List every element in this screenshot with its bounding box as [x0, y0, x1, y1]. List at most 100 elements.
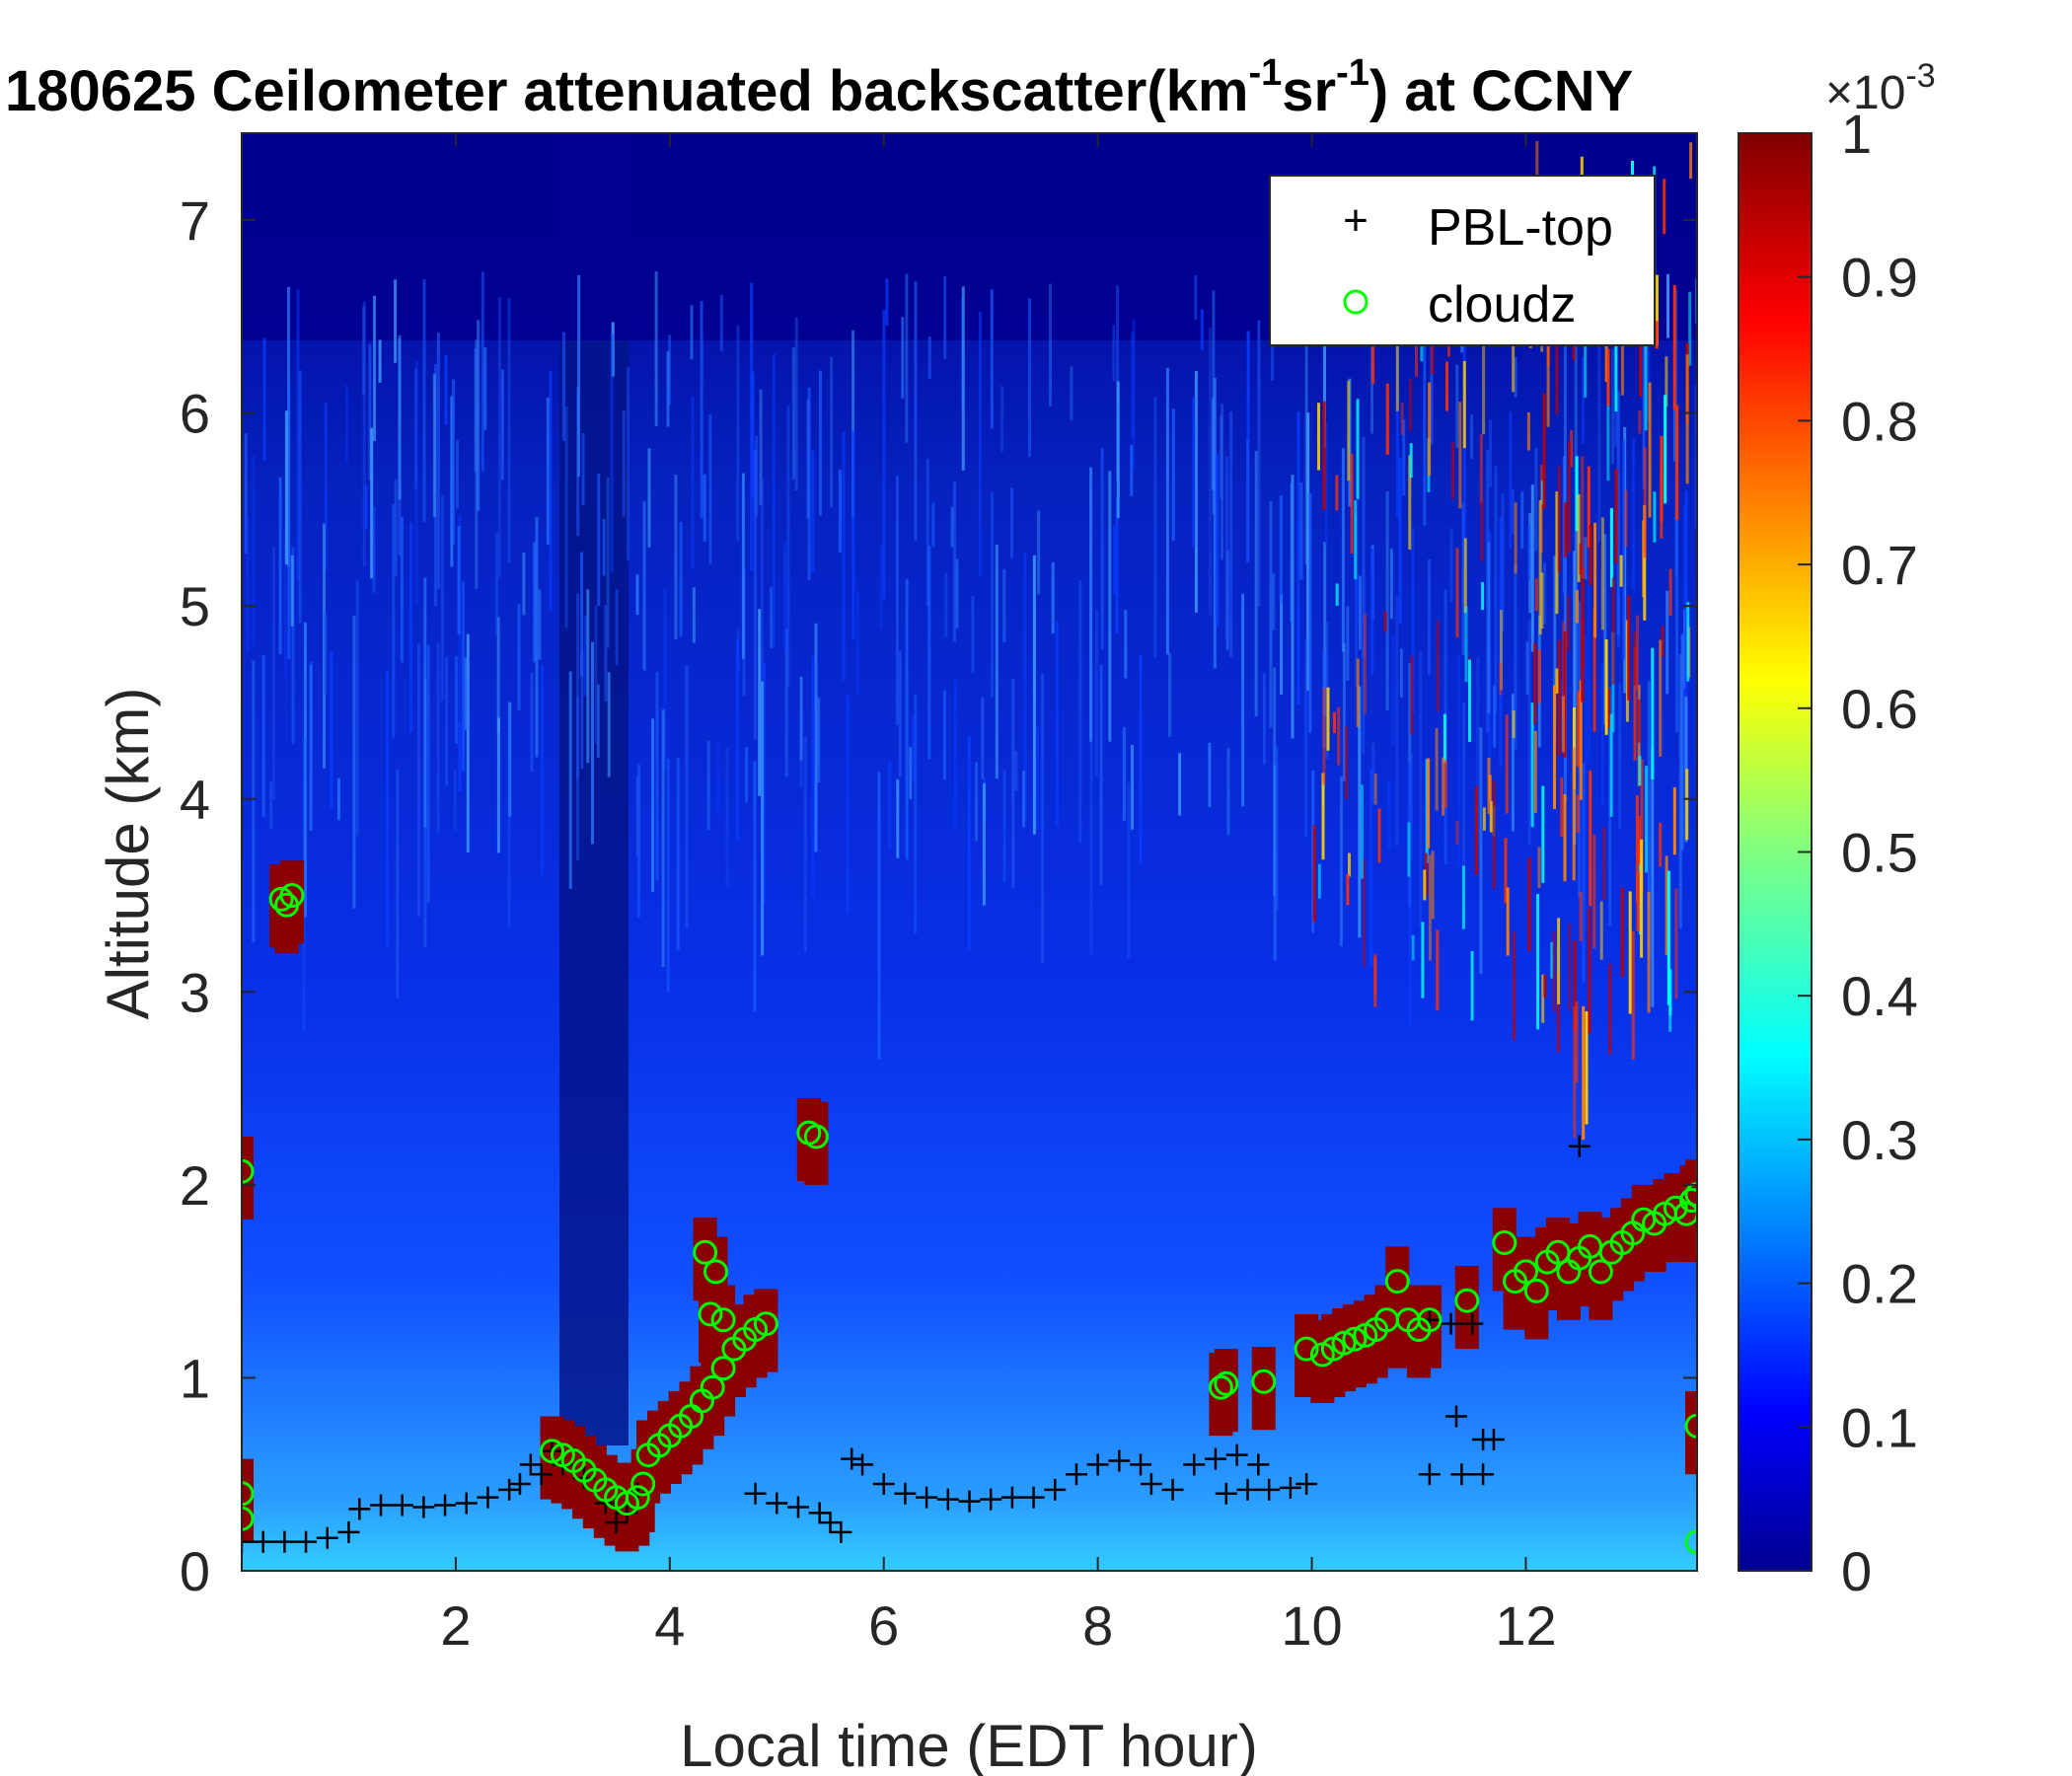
noise-streak-hot	[1536, 894, 1540, 1030]
noise-streak	[975, 762, 979, 842]
noise-streak-hot	[1464, 606, 1468, 683]
noise-streak	[1280, 594, 1284, 695]
noise-streak	[905, 273, 909, 443]
noise-streak	[909, 747, 913, 800]
noise-streak	[896, 778, 900, 858]
noise-streak-hot	[1427, 758, 1431, 849]
noise-streak	[1002, 568, 1006, 642]
noise-streak	[508, 702, 512, 817]
noise-streak	[1461, 502, 1465, 655]
pbl-top-point	[830, 1520, 852, 1543]
noise-streak	[522, 553, 526, 616]
noise-streak-hot	[1637, 699, 1641, 743]
noise-streak	[627, 367, 629, 561]
noise-streak-hot	[1499, 663, 1503, 696]
noise-streak	[1642, 325, 1646, 489]
noise-streak	[1262, 673, 1266, 766]
colorbar-tick-label: 0	[1841, 1540, 1872, 1602]
noise-streak	[1124, 610, 1128, 679]
noise-streak	[1617, 594, 1620, 647]
noise-streak-hot	[1686, 602, 1690, 682]
noise-streak-hot	[1326, 687, 1330, 751]
noise-streak	[819, 370, 822, 516]
noise-streak-hot	[1573, 1006, 1577, 1139]
noise-streak	[530, 672, 534, 773]
cloudz-point	[1684, 1529, 1697, 1555]
noise-streak	[759, 389, 763, 505]
noise-streak-hot	[1504, 838, 1508, 904]
noise-streak	[1023, 553, 1027, 821]
pbl-top-point	[1247, 1453, 1270, 1476]
colorbar-tick-label: 0.7	[1841, 534, 1918, 596]
noise-streak	[1582, 763, 1586, 983]
noise-streak	[753, 761, 757, 1012]
noise-streak	[995, 545, 999, 779]
noise-streak-hot	[1421, 922, 1425, 999]
noise-streak	[784, 629, 788, 777]
noise-streak	[1108, 471, 1112, 742]
noise-streak-hot	[1410, 655, 1414, 735]
noise-streak	[1509, 411, 1513, 549]
noise-streak	[580, 650, 584, 770]
noise-streak	[1419, 650, 1423, 926]
noise-streak	[955, 558, 959, 629]
noise-streak-hot	[1462, 360, 1466, 449]
cloudz-point	[1251, 1369, 1277, 1394]
noise-streak-hot	[1435, 728, 1439, 811]
noise-streak	[1486, 449, 1490, 733]
noise-streak	[1000, 386, 1004, 452]
noise-streak	[1389, 549, 1393, 620]
noise-streak-hot	[1361, 784, 1364, 879]
noise-streak	[1306, 412, 1310, 692]
cloudz-point	[1514, 1259, 1538, 1285]
noise-streak	[591, 641, 594, 845]
noise-streak	[1171, 408, 1175, 541]
noise-streak	[655, 672, 659, 881]
noise-streak	[1385, 491, 1389, 711]
noise-streak	[1514, 564, 1517, 750]
noise-streak	[811, 450, 815, 572]
noise-streak	[1275, 746, 1279, 911]
cloudz-point	[1294, 1336, 1319, 1362]
noise-streak	[362, 306, 366, 394]
noise-streak	[1402, 418, 1406, 496]
noise-streak	[1542, 562, 1546, 625]
noise-streak	[927, 546, 931, 760]
noise-streak-hot	[1385, 383, 1389, 455]
noise-streak-hot	[1436, 929, 1440, 1011]
noise-streak	[901, 317, 905, 399]
noise-streak	[685, 665, 689, 928]
noise-streak-hot	[1584, 335, 1588, 398]
noise-streak-hot	[1489, 800, 1493, 833]
noise-streak-hot	[1541, 974, 1545, 1023]
noise-streak	[663, 589, 667, 769]
noise-streak-hot	[1505, 714, 1509, 814]
noise-streak-hot	[1550, 941, 1554, 979]
pbl-top-point	[1022, 1486, 1045, 1509]
noise-streak	[1603, 534, 1607, 725]
noise-streak	[507, 298, 511, 563]
noise-streak	[1279, 495, 1283, 603]
x-tick-label: 10	[1281, 1594, 1342, 1657]
noise-streak	[1369, 768, 1372, 966]
noise-streak-hot	[1411, 934, 1415, 961]
noise-streak	[457, 526, 461, 635]
noise-streak-hot	[1513, 931, 1517, 1040]
noise-streak-hot	[1482, 807, 1486, 831]
noise-streak-hot	[1348, 852, 1351, 877]
noise-streak	[440, 495, 444, 702]
noise-streak-hot	[1442, 757, 1445, 816]
noise-streak-hot	[1335, 475, 1339, 511]
noise-streak-hot	[1589, 524, 1592, 585]
noise-streak	[1694, 384, 1697, 529]
noise-streak	[1221, 404, 1224, 560]
legend-label-cloudz: cloudz	[1428, 276, 1576, 333]
noise-streak	[1051, 561, 1055, 634]
y-tick-label: 0	[180, 1540, 210, 1602]
noise-streak	[396, 769, 400, 999]
noise-streak	[895, 476, 899, 726]
y-tick-label: 3	[180, 961, 210, 1023]
noise-streak	[1010, 487, 1013, 558]
noise-streak	[586, 589, 590, 764]
noise-streak	[855, 590, 859, 696]
